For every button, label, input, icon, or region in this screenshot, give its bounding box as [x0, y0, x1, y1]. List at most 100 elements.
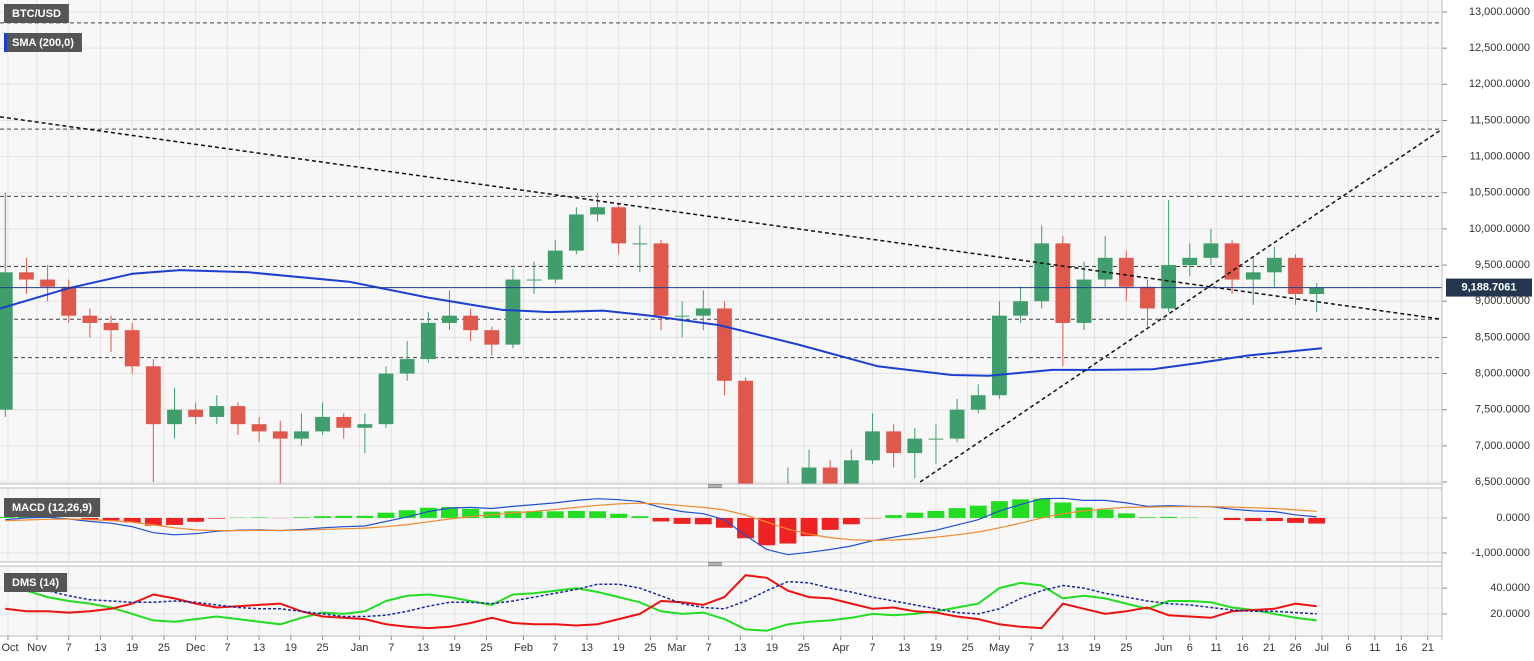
candle-body — [1161, 265, 1177, 309]
candle-body — [484, 330, 500, 345]
dms-line — [4, 579, 1317, 632]
histogram-bar — [1033, 498, 1051, 518]
x-tick-label: 21 — [1263, 642, 1275, 654]
histogram-bar — [1223, 517, 1241, 521]
candle-body — [294, 431, 309, 439]
histogram-bar — [1308, 517, 1326, 524]
candle-body — [653, 243, 669, 316]
histogram-bar — [335, 515, 353, 518]
x-tick-label: 7 — [388, 642, 394, 654]
candle-body — [1013, 301, 1028, 316]
candle-body — [1245, 272, 1261, 280]
candle-body — [1182, 257, 1198, 266]
trendline — [919, 128, 1442, 483]
histogram-bar — [990, 501, 1008, 518]
candle-body — [399, 359, 415, 374]
candle-body — [843, 460, 859, 484]
x-tick-label: 19 — [930, 642, 942, 654]
candle-body — [251, 424, 267, 432]
candle-body — [970, 395, 986, 410]
candle-body — [822, 467, 838, 484]
x-tick-label: 7 — [552, 642, 558, 654]
x-tick-label: 25 — [798, 642, 810, 654]
x-tick-label: 13 — [417, 642, 429, 654]
legend-tag — [4, 33, 82, 52]
x-tick-label: 25 — [644, 642, 656, 654]
y-tick-label: 12,000.0000 — [1469, 78, 1530, 90]
candle-body — [717, 308, 732, 381]
histogram-bar — [631, 516, 649, 518]
histogram-bar — [398, 510, 416, 518]
candle-body — [674, 315, 690, 317]
candle-body — [1266, 257, 1282, 273]
x-tick-label: 25 — [316, 642, 328, 654]
candle-body — [1309, 287, 1325, 294]
candle-body — [611, 207, 627, 244]
candle-body — [928, 438, 944, 440]
y-tick-label: -1,000.0000 — [1471, 547, 1530, 559]
histogram-bar — [441, 507, 458, 518]
candle-body — [526, 279, 542, 281]
histogram-bar — [1012, 499, 1030, 518]
y-tick-label: 13,000.0000 — [1469, 6, 1530, 18]
candle-body — [420, 322, 436, 360]
histogram-bar — [292, 517, 310, 518]
last-price-label: 9,188.7061 — [1461, 281, 1516, 293]
histogram-bar — [715, 517, 733, 528]
histogram-bar — [969, 505, 987, 518]
splitter[interactable] — [708, 562, 722, 566]
histogram-bar — [737, 517, 755, 539]
histogram-bar — [758, 517, 776, 546]
candle-body — [315, 416, 330, 432]
histogram-bar — [652, 517, 670, 522]
legend-tag — [4, 4, 69, 23]
candle-body — [992, 315, 1007, 396]
x-tick-label: 16 — [1395, 642, 1407, 654]
macd-line — [5, 502, 1317, 542]
candle-body — [695, 308, 711, 316]
candle-body — [61, 286, 77, 316]
x-tick-label: 11 — [1369, 642, 1380, 654]
last-price-box — [1446, 278, 1532, 297]
dms-line — [5, 574, 1317, 630]
splitter[interactable] — [708, 484, 722, 488]
legend-label: SMA (200,0) — [12, 37, 74, 49]
candle-body — [1118, 257, 1134, 287]
histogram-bar — [504, 511, 522, 518]
x-tick-label: 19 — [1088, 642, 1100, 654]
histogram-bar — [144, 517, 162, 526]
x-tick-label: 13 — [1057, 642, 1069, 654]
histogram-bar — [462, 508, 480, 518]
candle-body — [82, 315, 98, 323]
candle-body — [907, 438, 923, 454]
histogram-bar — [567, 510, 585, 518]
x-tick-label: 7 — [869, 642, 875, 654]
trendline — [0, 116, 1442, 321]
histogram-bar — [927, 510, 945, 518]
candle-body — [590, 207, 605, 215]
candle-body — [632, 243, 648, 245]
y-tick-label: 7,500.0000 — [1475, 404, 1530, 416]
y-tick-label: 8,500.0000 — [1475, 331, 1530, 343]
x-tick-label: 19 — [766, 642, 778, 654]
x-tick-label: 7 — [706, 642, 712, 654]
candle-body — [949, 409, 965, 439]
histogram-bar — [1054, 502, 1072, 518]
x-tick-label: 7 — [66, 642, 72, 654]
histogram-bar — [885, 515, 903, 518]
histogram-bar — [1139, 517, 1156, 518]
x-tick-label: 6 — [1187, 642, 1193, 654]
histogram-bar — [208, 517, 226, 519]
histogram-bar — [1160, 516, 1178, 518]
histogram-bar — [842, 517, 860, 525]
y-tick-label: 10,500.0000 — [1469, 187, 1530, 199]
y-tick-label: 0.0000 — [1496, 512, 1530, 524]
histogram-bar — [166, 517, 183, 525]
x-tick-label: 7 — [1028, 642, 1034, 654]
candle-body — [145, 366, 161, 425]
x-tick-label: 13 — [898, 642, 910, 654]
candle-body — [19, 272, 34, 280]
histogram-bar — [1075, 507, 1093, 518]
histogram-bar — [546, 511, 564, 518]
legend-tag — [4, 573, 68, 592]
